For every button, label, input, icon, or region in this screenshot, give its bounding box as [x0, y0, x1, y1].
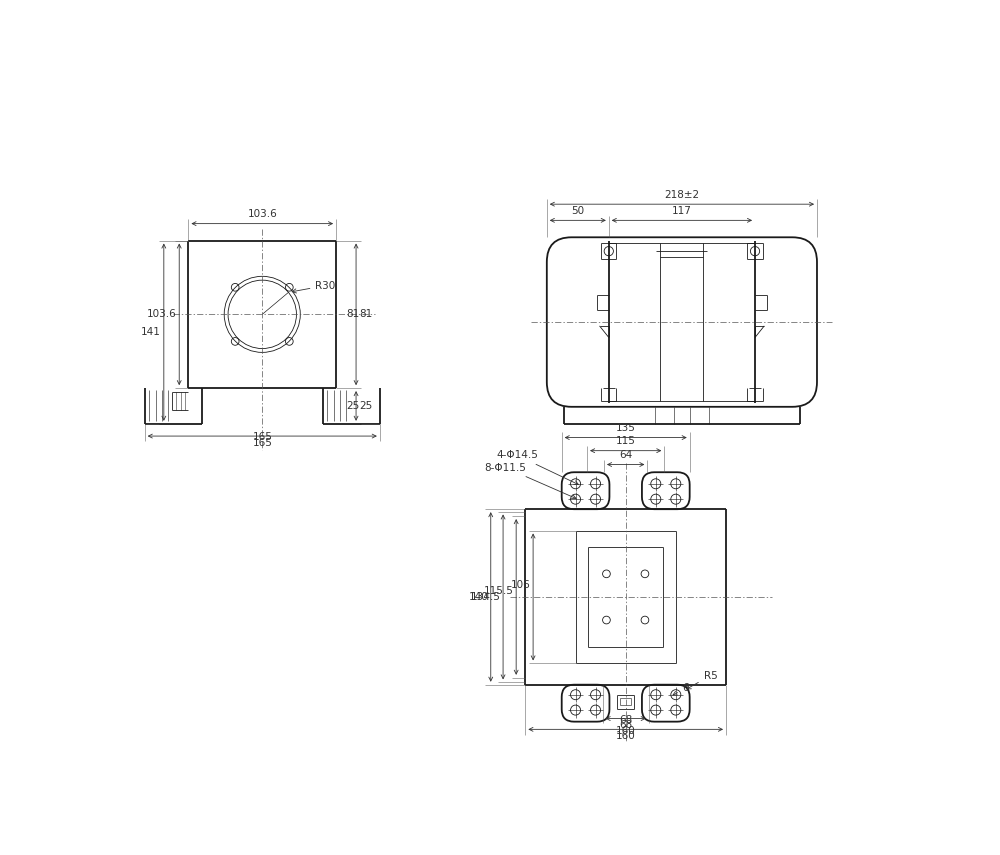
Text: 165: 165 — [252, 438, 272, 448]
Text: 64: 64 — [619, 450, 632, 460]
Text: 8-Φ11.5: 8-Φ11.5 — [485, 463, 576, 498]
Text: 103.6: 103.6 — [247, 209, 277, 219]
Text: 68: 68 — [619, 715, 632, 725]
Text: 50: 50 — [571, 206, 584, 215]
Text: 4-Φ14.5: 4-Φ14.5 — [496, 451, 578, 485]
Text: 6: 6 — [673, 683, 689, 695]
Text: 25: 25 — [359, 401, 372, 411]
Text: 117: 117 — [672, 206, 692, 215]
Text: 106: 106 — [511, 581, 531, 591]
Text: 68: 68 — [619, 720, 632, 730]
Text: R30: R30 — [292, 280, 336, 293]
Text: 115.5: 115.5 — [484, 586, 514, 596]
Text: 160: 160 — [616, 731, 636, 741]
Text: R5: R5 — [687, 670, 717, 689]
Text: 25: 25 — [346, 401, 359, 411]
Text: 103.6: 103.6 — [146, 310, 176, 320]
Text: 160: 160 — [616, 726, 636, 735]
Text: 140: 140 — [469, 592, 488, 602]
Text: 135: 135 — [616, 423, 636, 433]
Text: 81: 81 — [346, 310, 359, 320]
Text: 141: 141 — [141, 327, 161, 337]
Text: 115: 115 — [616, 436, 636, 446]
Text: 165: 165 — [252, 433, 272, 442]
Text: 81: 81 — [359, 310, 372, 320]
Text: 218±2: 218±2 — [664, 190, 699, 199]
Text: 134.5: 134.5 — [471, 592, 501, 602]
